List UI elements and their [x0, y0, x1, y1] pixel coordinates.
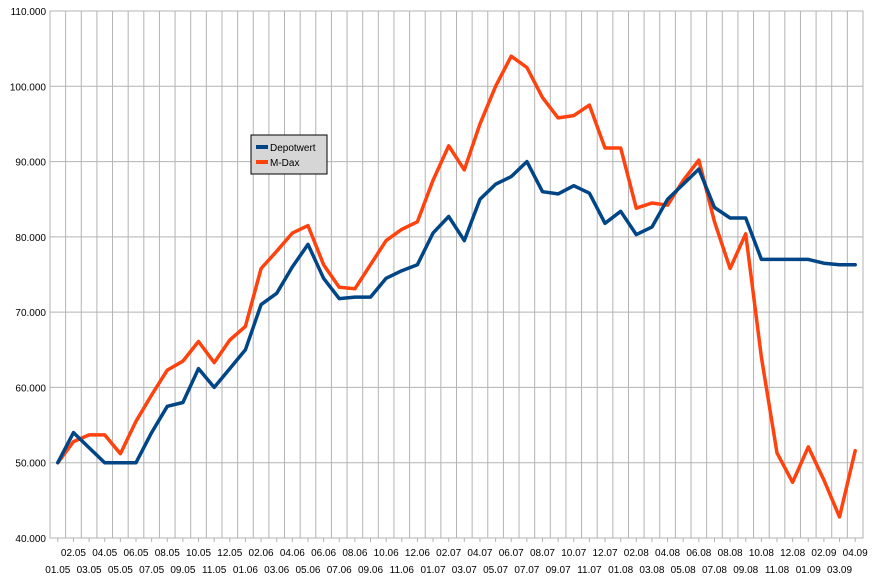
legend-box [250, 134, 328, 175]
x-tick-label: 10.06 [374, 548, 399, 559]
x-tick-label: 05.05 [108, 565, 133, 576]
series-line-depotwert [56, 159, 857, 465]
x-tick-label: 07.08 [702, 565, 727, 576]
x-tick-label: 06.08 [686, 548, 711, 559]
x-tick-label: 02.07 [436, 548, 461, 559]
y-tick-label: 80.000 [15, 233, 46, 244]
x-tick-label: 08.08 [718, 548, 743, 559]
x-tick-label: 10.07 [561, 548, 586, 559]
x-tick-label: 05.06 [295, 565, 320, 576]
x-tick-label: 05.08 [671, 565, 696, 576]
x-tick-label: 03.07 [452, 565, 477, 576]
x-tick-label: 01.05 [45, 565, 70, 576]
x-tick-label: 11.06 [390, 565, 415, 576]
x-tick-label: 11.05 [202, 565, 227, 576]
x-axis-tick-labels: 01.05 02.05 03.05 04.05 05.05 06.05 07.05 08.05… [45, 548, 868, 576]
x-tick-label: 03.08 [639, 565, 664, 576]
x-tick-label: 04.07 [467, 548, 492, 559]
x-tick-label: 10.05 [186, 548, 211, 559]
grid-lines [49, 10, 864, 542]
y-tick-label: 40.000 [15, 534, 46, 545]
x-tick-label: 12.07 [593, 548, 618, 559]
x-tick-label: 07.06 [327, 565, 352, 576]
x-tick-label: 04.06 [280, 548, 305, 559]
x-tick-label: 06.06 [311, 548, 336, 559]
legend: Depotwert M-Dax [250, 134, 328, 175]
x-tick-label: 01.08 [608, 565, 633, 576]
x-tick-label: 09.08 [733, 565, 758, 576]
x-tick-label: 03.05 [77, 565, 102, 576]
legend-label-m-dax: M-Dax [270, 158, 299, 169]
x-tick-label: 08.06 [342, 548, 367, 559]
y-tick-label: 90.000 [15, 158, 46, 169]
x-tick-label: 06.07 [499, 548, 524, 559]
x-tick-label: 11.07 [577, 565, 602, 576]
y-tick-label: 50.000 [15, 459, 46, 470]
x-tick-label: 02.06 [249, 548, 274, 559]
x-tick-label: 12.06 [405, 548, 430, 559]
x-tick-label: 06.05 [123, 548, 148, 559]
x-tick-label: 09.05 [170, 565, 195, 576]
x-tick-label: 07.05 [139, 565, 164, 576]
x-tick-label: 04.05 [92, 548, 117, 559]
y-tick-label: 60.000 [15, 383, 46, 394]
x-tick-label: 09.06 [358, 565, 383, 576]
x-tick-label: 02.09 [811, 548, 836, 559]
y-tick-label: 70.000 [15, 308, 46, 319]
x-tick-label: 08.05 [155, 548, 180, 559]
y-axis-tick-labels: 40.000 50.000 60.000 70.000 80.000 90.000 100.… [10, 7, 47, 545]
series-lines [56, 54, 857, 519]
x-tick-label: 12.08 [780, 548, 805, 559]
x-tick-label: 01.06 [233, 565, 258, 576]
y-tick-label: 100.000 [10, 82, 47, 93]
x-tick-label: 10.08 [749, 548, 774, 559]
x-tick-label: 03.09 [827, 565, 852, 576]
x-tick-label: 12.05 [217, 548, 242, 559]
x-tick-label: 04.08 [655, 548, 680, 559]
x-tick-label: 08.07 [530, 548, 555, 559]
x-tick-label: 01.09 [796, 565, 821, 576]
series-line-m-dax [56, 54, 857, 519]
x-tick-label: 01.07 [421, 565, 446, 576]
x-tick-label: 05.07 [483, 565, 508, 576]
x-tick-label: 03.06 [264, 565, 289, 576]
legend-label-depotwert: Depotwert [270, 143, 316, 154]
x-tick-label: 02.08 [624, 548, 649, 559]
x-tick-label: 07.07 [514, 565, 539, 576]
y-tick-label: 110.000 [11, 7, 47, 18]
x-tick-label: 04.09 [843, 548, 868, 559]
x-tick-label: 11.08 [765, 565, 790, 576]
x-tick-label: 09.07 [546, 565, 571, 576]
x-tick-label: 02.05 [61, 548, 86, 559]
